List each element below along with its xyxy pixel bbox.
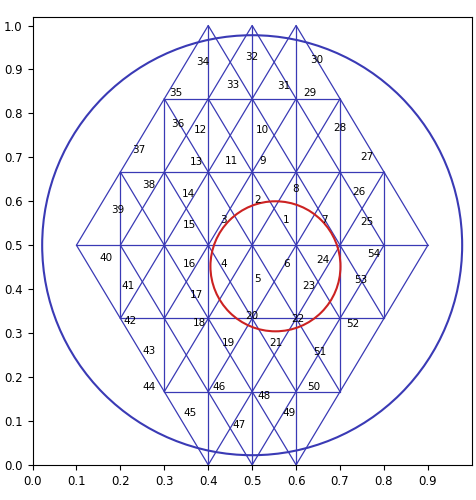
Text: 14: 14 [182, 189, 195, 199]
Text: 26: 26 [352, 188, 365, 198]
Text: 54: 54 [367, 249, 381, 259]
Text: 28: 28 [333, 123, 347, 133]
Text: 6: 6 [283, 259, 290, 269]
Text: 7: 7 [321, 214, 328, 224]
Text: 37: 37 [132, 145, 146, 155]
Text: 23: 23 [302, 281, 315, 291]
Text: 21: 21 [270, 338, 283, 347]
Text: 5: 5 [255, 274, 261, 284]
Text: 36: 36 [171, 120, 184, 130]
Text: 3: 3 [220, 214, 227, 224]
Text: 2: 2 [255, 196, 261, 205]
Text: 17: 17 [189, 290, 203, 300]
Text: 22: 22 [292, 314, 305, 324]
Text: 18: 18 [193, 318, 206, 328]
Text: 24: 24 [316, 254, 329, 264]
Text: 43: 43 [142, 346, 156, 356]
Text: 46: 46 [213, 382, 226, 392]
Text: 16: 16 [183, 259, 197, 269]
Text: 12: 12 [194, 125, 208, 135]
Text: 51: 51 [314, 347, 327, 357]
Text: 44: 44 [142, 382, 156, 392]
Text: 4: 4 [220, 259, 227, 269]
Text: 30: 30 [311, 55, 324, 65]
Text: 8: 8 [292, 184, 298, 194]
Text: 49: 49 [282, 408, 295, 418]
Text: 39: 39 [111, 205, 124, 215]
Text: 1: 1 [283, 214, 290, 224]
Text: 10: 10 [256, 125, 269, 135]
Text: 27: 27 [361, 152, 374, 162]
Text: 32: 32 [246, 52, 259, 62]
Text: 52: 52 [347, 320, 360, 330]
Text: 9: 9 [259, 156, 266, 166]
Text: 15: 15 [183, 220, 197, 230]
Text: 41: 41 [122, 281, 135, 291]
Text: 25: 25 [360, 217, 373, 227]
Text: 40: 40 [100, 254, 113, 264]
Text: 13: 13 [189, 156, 203, 166]
Text: 47: 47 [232, 420, 246, 430]
Text: 31: 31 [277, 81, 290, 91]
Text: 45: 45 [183, 408, 197, 418]
Text: 48: 48 [258, 391, 271, 401]
Text: 33: 33 [226, 80, 239, 90]
Text: 29: 29 [304, 88, 317, 98]
Text: 35: 35 [169, 88, 182, 98]
Text: 38: 38 [142, 180, 156, 190]
Text: 34: 34 [196, 56, 209, 66]
Text: 11: 11 [225, 156, 238, 166]
Text: 42: 42 [123, 316, 137, 326]
Text: 20: 20 [246, 312, 259, 322]
Text: 50: 50 [307, 382, 320, 392]
Text: 19: 19 [221, 338, 235, 348]
Text: 53: 53 [355, 276, 368, 285]
